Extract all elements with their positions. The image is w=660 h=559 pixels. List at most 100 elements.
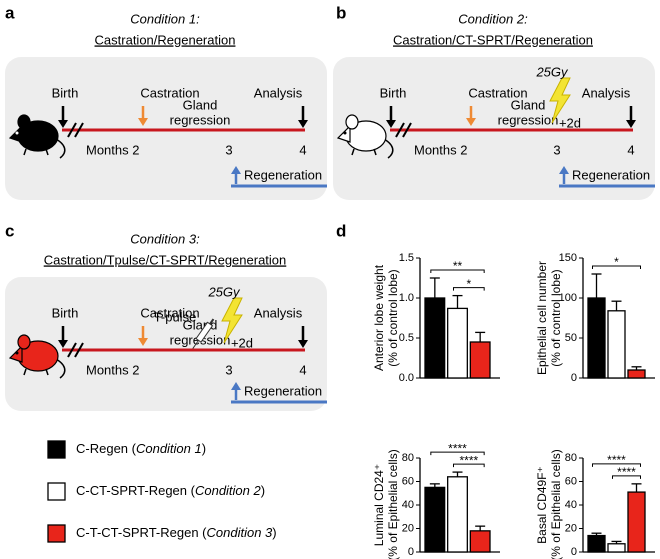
month-label: 3 — [553, 142, 560, 157]
bar — [607, 543, 626, 553]
legend-close: ) — [202, 441, 206, 456]
arrow-head — [386, 120, 396, 128]
axis-break — [74, 342, 84, 358]
mouse-eye — [15, 351, 19, 355]
arrow-head — [466, 118, 476, 126]
arrow-head — [58, 340, 68, 348]
mouse-leg — [45, 368, 49, 376]
y-tick-label: 50 — [565, 332, 577, 344]
birth-label: Birth — [52, 85, 79, 100]
regeneration-label: Regeneration — [244, 167, 322, 182]
bar — [424, 486, 446, 553]
y-tick-label: 0.5 — [399, 332, 414, 344]
legend-close: ) — [272, 525, 276, 540]
panel-subtitle: Castration/Regeneration — [95, 32, 236, 47]
chart: 0 20 40 60 80 Basal CD49F⁺ (% of Epithelial ce… — [535, 449, 655, 559]
y-tick-label: 0 — [571, 372, 577, 384]
month-label: Months 2 — [86, 362, 139, 377]
legend-label: C-T-CT-SPRT-Regen (Condition 3) — [76, 525, 277, 540]
month-label: 4 — [627, 142, 634, 157]
y-axis-label: Luminal CD24⁺ — [372, 464, 386, 546]
y-tick-label: 100 — [559, 292, 577, 304]
panel-title: Condition 1: — [130, 11, 200, 26]
legend-name: C-T-CT-SPRT-Regen ( — [76, 525, 207, 540]
month-label: 3 — [225, 142, 232, 157]
significance-bracket — [453, 463, 485, 468]
legend-condition: Condition 1 — [136, 441, 202, 456]
analysis-label: Analysis — [254, 305, 303, 320]
y-tick-label: 40 — [402, 499, 414, 511]
chart: 0 50 100 150 Epithelial cell number (% of con… — [535, 252, 655, 384]
significance-label: **** — [607, 453, 626, 467]
panel-title: Condition 2: — [458, 11, 528, 26]
significance-bracket — [592, 463, 641, 467]
arrow-head — [559, 166, 569, 174]
lightning — [549, 77, 571, 124]
chart: 0 20 40 60 80 Luminal CD24⁺ (% of Epithelial c… — [372, 441, 500, 559]
axis-break — [67, 122, 77, 138]
castration-label: Castration — [140, 85, 199, 100]
y-axis-label: (% of control lobe) — [549, 269, 563, 366]
significance-label: **** — [448, 441, 467, 455]
legend-name: C-CT-SPRT-Regen ( — [76, 483, 196, 498]
panel-label: b — [336, 3, 346, 22]
bar — [607, 310, 626, 379]
arrow-head — [298, 120, 308, 128]
birth-label: Birth — [380, 85, 407, 100]
arrow-head — [58, 120, 68, 128]
arrow-head — [138, 338, 148, 346]
month-label: 4 — [299, 142, 306, 157]
panel-title: Condition 3: — [130, 231, 200, 246]
regeneration-label: Regeneration — [244, 383, 322, 398]
month-label: Months 2 — [86, 142, 139, 157]
mouse-eye — [15, 131, 19, 135]
significance-label: **** — [617, 465, 636, 479]
chart: 0.0 0.5 1.0 1.5 Anterior lobe weight (% of co… — [372, 252, 500, 384]
mouse-ear — [17, 334, 31, 350]
panel-label: c — [5, 221, 14, 240]
y-tick-label: 0.0 — [399, 372, 414, 384]
axis-break — [74, 122, 84, 138]
analysis-label: Analysis — [582, 85, 631, 100]
legend-label: C-CT-SPRT-Regen (Condition 2) — [76, 483, 265, 498]
y-tick-label: 80 — [402, 452, 414, 464]
mouse — [8, 334, 66, 379]
regression-label: regression — [170, 112, 231, 127]
mouse-leg — [23, 148, 27, 156]
arrow-head — [626, 120, 636, 128]
legend-swatch — [47, 524, 66, 543]
analysis-label: Analysis — [254, 85, 303, 100]
pulse-label: T-pulse — [154, 309, 197, 324]
y-tick-label: 20 — [402, 522, 414, 534]
bar — [424, 297, 446, 379]
y-tick-label: 1.0 — [399, 292, 414, 304]
y-tick-label: 1.5 — [399, 252, 414, 264]
bar — [447, 476, 468, 553]
delay-label: +2d — [231, 335, 253, 350]
y-axis-label: Epithelial cell number — [535, 261, 549, 375]
y-axis-label: Basal CD49F⁺ — [535, 466, 549, 544]
legend-swatch — [47, 482, 66, 501]
dose-label: 25Gy — [207, 284, 241, 299]
syringe-plunger — [209, 318, 215, 325]
bar — [447, 307, 468, 379]
mouse-leg — [23, 368, 27, 376]
y-tick-label: 60 — [402, 475, 414, 487]
panel-subtitle: Castration/Tpulse/CT-SPRT/Regeneration — [44, 252, 287, 267]
syringe — [192, 318, 215, 349]
gland-label: Gland — [183, 97, 218, 112]
legend-swatch — [47, 440, 66, 459]
syringe-needle — [192, 340, 199, 349]
mouse — [336, 114, 394, 159]
bar — [469, 530, 491, 553]
mouse-leg — [351, 148, 355, 156]
y-tick-label: 40 — [565, 499, 577, 511]
mouse-ear — [17, 114, 31, 130]
y-axis-label: (% of Epithelial cells) — [549, 449, 563, 559]
significance-label: * — [466, 277, 471, 291]
y-axis-label: Anterior lobe weight — [372, 264, 386, 371]
bar — [587, 297, 606, 379]
legend-condition: Condition 2 — [195, 483, 262, 498]
significance-bracket — [592, 265, 641, 269]
panel-label: a — [5, 3, 15, 22]
